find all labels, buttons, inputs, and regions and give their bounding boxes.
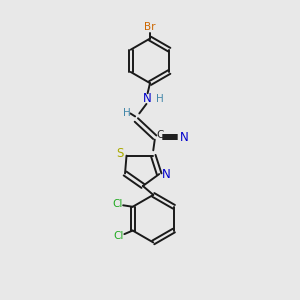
Text: H: H [123, 108, 131, 118]
Text: N: N [180, 131, 189, 144]
Text: N: N [143, 92, 152, 105]
Text: Cl: Cl [113, 232, 124, 242]
Text: C: C [156, 130, 164, 140]
Text: Cl: Cl [112, 200, 122, 209]
Text: Br: Br [144, 22, 156, 32]
Text: H: H [156, 94, 164, 103]
Text: S: S [116, 147, 124, 160]
Text: N: N [161, 168, 170, 181]
